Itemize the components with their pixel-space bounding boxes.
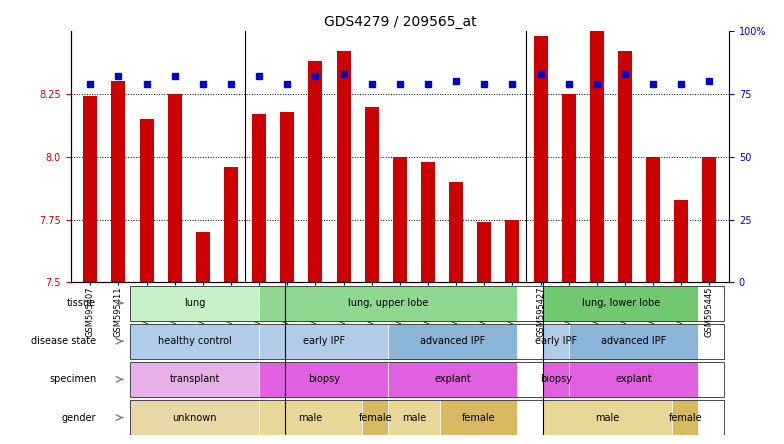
Text: disease state: disease state (31, 336, 96, 346)
FancyBboxPatch shape (130, 324, 259, 359)
Bar (702, 157, 717, 282)
Bar (224, 167, 238, 282)
Text: tissue: tissue (67, 298, 96, 308)
Bar (561, 94, 575, 282)
Text: male: male (596, 412, 620, 423)
Text: male: male (402, 412, 426, 423)
FancyBboxPatch shape (543, 400, 673, 435)
Bar (111, 81, 125, 282)
Text: advanced IPF: advanced IPF (601, 336, 666, 346)
Text: advanced IPF: advanced IPF (420, 336, 485, 346)
FancyBboxPatch shape (130, 400, 259, 435)
Bar (590, 31, 604, 282)
Text: lung, upper lobe: lung, upper lobe (348, 298, 428, 308)
Bar (252, 114, 266, 282)
FancyBboxPatch shape (543, 285, 698, 321)
Bar (393, 157, 407, 282)
Bar (308, 61, 322, 282)
Bar (506, 220, 520, 282)
Bar (674, 199, 688, 282)
Bar (130, 362, 724, 397)
Text: unknown: unknown (172, 412, 216, 423)
Bar (365, 107, 379, 282)
Text: explant: explant (434, 374, 471, 385)
Text: explant: explant (615, 374, 652, 385)
Bar (130, 285, 724, 321)
FancyBboxPatch shape (259, 400, 362, 435)
Bar (130, 400, 724, 435)
FancyBboxPatch shape (440, 400, 517, 435)
Bar (140, 119, 154, 282)
Text: transplant: transplant (169, 374, 220, 385)
FancyBboxPatch shape (259, 362, 388, 397)
FancyBboxPatch shape (259, 285, 517, 321)
Text: gender: gender (62, 412, 96, 423)
Text: male: male (299, 412, 323, 423)
FancyBboxPatch shape (569, 324, 698, 359)
Text: lung: lung (183, 298, 205, 308)
FancyBboxPatch shape (569, 362, 698, 397)
Bar (83, 96, 97, 282)
Text: biopsy: biopsy (307, 374, 339, 385)
Bar (449, 182, 463, 282)
FancyBboxPatch shape (259, 324, 388, 359)
Text: female: female (358, 412, 392, 423)
FancyBboxPatch shape (362, 400, 388, 435)
FancyBboxPatch shape (543, 324, 569, 359)
Bar (196, 232, 210, 282)
Bar (477, 222, 492, 282)
Bar (618, 51, 632, 282)
Text: female: female (462, 412, 495, 423)
Text: specimen: specimen (49, 374, 96, 385)
Text: lung, lower lobe: lung, lower lobe (582, 298, 660, 308)
Text: biopsy: biopsy (540, 374, 572, 385)
Bar (336, 51, 350, 282)
Bar (168, 94, 182, 282)
FancyBboxPatch shape (388, 400, 440, 435)
Text: early IPF: early IPF (535, 336, 577, 346)
Bar (646, 157, 660, 282)
FancyBboxPatch shape (130, 285, 259, 321)
Title: GDS4279 / 209565_at: GDS4279 / 209565_at (324, 15, 476, 29)
Bar (130, 324, 724, 359)
Text: healthy control: healthy control (158, 336, 231, 346)
FancyBboxPatch shape (388, 362, 517, 397)
FancyBboxPatch shape (388, 324, 517, 359)
Text: female: female (669, 412, 702, 423)
Bar (534, 36, 547, 282)
Text: early IPF: early IPF (303, 336, 345, 346)
FancyBboxPatch shape (130, 362, 259, 397)
Bar (421, 162, 435, 282)
FancyBboxPatch shape (543, 362, 569, 397)
FancyBboxPatch shape (673, 400, 698, 435)
Bar (280, 111, 294, 282)
